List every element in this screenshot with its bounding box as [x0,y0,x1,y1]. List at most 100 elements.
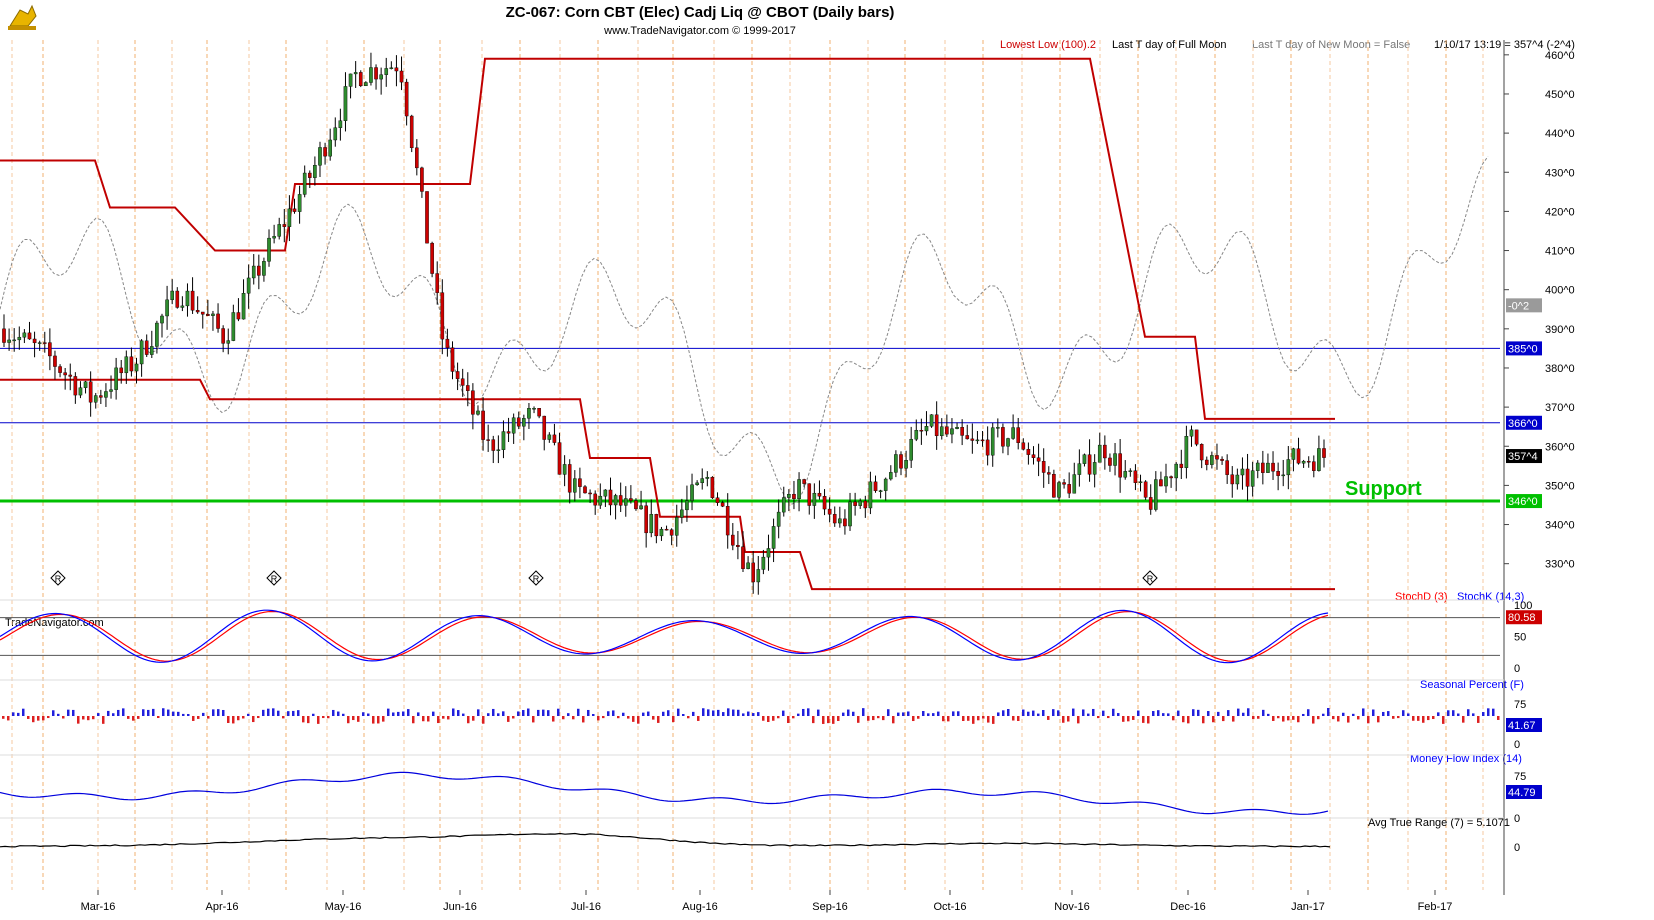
seasonal-bar [537,709,540,716]
candle-body [353,72,358,75]
seasonal-bar [1102,710,1105,716]
level-badge-label: 366^0 [1508,418,1538,430]
candle-body [1077,463,1082,475]
seasonal-bar [677,708,680,716]
seasonal-bar [237,716,240,721]
seasonal-bar [867,716,870,721]
candle-body [1174,463,1179,479]
price-panel: 385^0 366^0 346^0 Support -0^2 357^4 R R R R [0,52,1542,595]
candle-body [1113,453,1117,466]
candle-body [1184,436,1189,468]
candle-body [1199,444,1204,461]
candle-body [1143,481,1148,498]
seasonal-bar [102,716,105,724]
seasonal-bar [1477,716,1480,723]
candle-body [980,439,985,442]
support-annotation: Support [1345,478,1422,500]
seasonal-bar [332,709,335,716]
seasonal-bar [1357,716,1360,720]
candle-body [1123,471,1128,478]
seasonal-bar [1022,709,1025,716]
candle-body [333,127,338,141]
seasonal-bar [1367,716,1370,724]
seasonal-bar [392,712,395,716]
candle-body [812,492,817,506]
seasonal-bar [1177,710,1180,716]
candle-body [1245,468,1250,487]
seasonal-bar [467,716,470,724]
seasonal-bar [327,716,330,719]
seasonal-bar [477,709,480,716]
price-tick-label: 440^0 [1545,128,1575,140]
x-tick-label: Sep-16 [812,901,847,913]
mfi-badge-label: 44.79 [1508,787,1536,799]
x-tick-label: Jan-17 [1291,901,1325,913]
seasonal-bar [12,712,15,716]
seasonal-bar [647,711,650,716]
seasonal-bar [607,711,610,716]
candle-body [1230,474,1235,485]
candle-body [598,495,603,506]
seasonal-bar [1312,716,1315,724]
seasonal-bar [1472,713,1475,716]
seasonal-bar [1372,709,1375,716]
seasonal-bar [1002,710,1005,716]
seasonal-bar [602,716,605,719]
candle-body [868,481,873,509]
seasonal-bar [852,711,855,716]
seasonal-bar [1072,708,1075,716]
price-tick-label: 410^0 [1545,246,1575,258]
seasonal-bar [462,713,465,716]
seasonal-bar [52,710,55,716]
seasonal-bar [172,711,175,716]
seasonal-bar [967,716,970,721]
r-diamond-icon [1142,570,1158,586]
seasonal-bar [232,716,235,724]
seasonal-bar [182,713,185,716]
candle-body [7,339,11,343]
seasonal-tick-label: 75 [1514,699,1526,711]
candle-body [552,434,557,443]
new-moon-label: Last T day of New Moon = False [1252,39,1410,51]
seasonal-bar [442,716,445,719]
seasonal-bar [242,716,245,719]
seasonal-bar [1417,716,1420,721]
seasonal-bar [627,716,630,719]
seasonal-bar [262,709,265,716]
candle-body [827,508,832,515]
candle-body [481,410,485,440]
candle-body [496,449,501,451]
seasonal-bar [937,711,940,716]
candle-body [736,545,740,547]
candle-body [669,529,674,536]
candle-body [287,208,292,227]
level-badge-label: 346^0 [1508,496,1538,508]
candle-body [919,429,924,432]
atr-line [0,832,1331,848]
seasonal-bar [1267,713,1270,716]
r-diamond-letter: R [1147,574,1154,584]
candle-body [710,476,715,498]
r-diamond-icon [528,570,544,586]
candle-body [909,438,913,461]
seasonal-bar [927,713,930,716]
seasonal-bar [1007,709,1010,716]
candle-body [756,569,761,583]
seasonal-bar [687,716,690,719]
candle-body [639,505,643,510]
candle-body [476,410,480,415]
candle-body [358,72,363,87]
seasonal-bar [617,716,620,719]
seasonal-bar [1082,709,1085,716]
candle-body [1164,476,1168,487]
level-badge [1506,494,1542,509]
seasonal-bar [1162,713,1165,716]
candle-body [929,414,934,427]
seasonal-bar [792,716,795,719]
candle-body [93,395,98,403]
seasonal-bar [1062,716,1065,723]
candle-body [144,340,149,355]
atr-legend: Avg True Range (7) = 5.1071 [1368,817,1510,829]
candle-body [603,489,608,497]
